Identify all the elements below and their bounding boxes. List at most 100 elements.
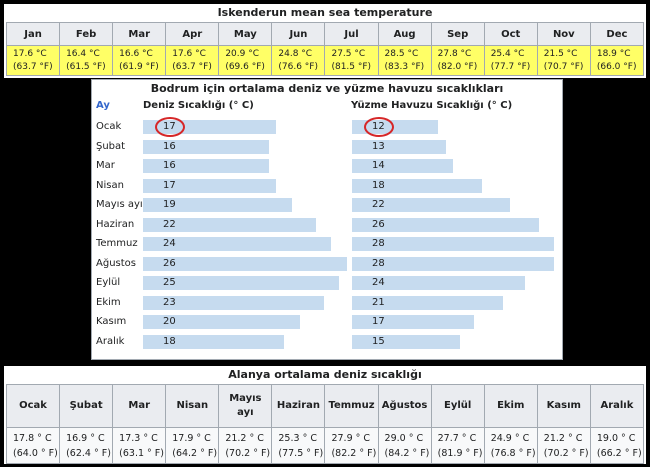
- sea-value: 24: [163, 238, 176, 249]
- month-header: Kasım: [536, 384, 591, 428]
- fahrenheit-value: (61.5 °F): [66, 61, 106, 72]
- fahrenheit-value: (77.5 ° F): [278, 447, 324, 459]
- pool-bar: [352, 178, 482, 193]
- month-header: Apr: [165, 22, 220, 46]
- temperature-cell: 27.9 ° C (82.2 ° F): [324, 427, 379, 464]
- alanya-value-row: 17.8 ° C (64.0 ° F) 16.9 ° C (62.4 ° F) 17.3…: [5, 427, 645, 464]
- iskenderun-table: Jan Feb Mar Apr May Jun Jul Aug Sep Oct Nov Dec 17.…: [5, 22, 645, 76]
- temperature-cell: 25.3 ° C (77.5 ° F): [271, 427, 326, 464]
- fahrenheit-value: (66.0 °F): [596, 61, 637, 72]
- sea-bar: [143, 256, 348, 271]
- alanya-panel: Alanya ortalama deniz sıcaklığı Ocak Şuba…: [4, 366, 646, 464]
- celsius-value: 16.9 ° C: [66, 432, 105, 444]
- celsius-value: 21.5 °C: [543, 48, 578, 59]
- celsius-value: 18.9 °C: [596, 48, 631, 59]
- month-header: Eylül: [430, 384, 485, 428]
- temperature-cell: 17.6 °C (63.7 °F): [165, 45, 220, 76]
- temperature-cell: 16.4 °C (61.5 °F): [59, 45, 114, 76]
- month-header: Oct: [483, 22, 538, 46]
- month-header: Jun: [271, 22, 326, 46]
- celsius-value: 17.8 ° C: [13, 432, 52, 444]
- month-header: Jan: [5, 22, 61, 46]
- celsius-value: 27.9 ° C: [331, 432, 371, 444]
- temperature-cell: 17.8 ° C (64.0 ° F): [5, 427, 61, 464]
- iskenderun-panel: Iskenderun mean sea temperature Jan Feb Ma…: [4, 4, 646, 78]
- pool-column-header: Yüzme Havuzu Sıcaklığı (° C): [351, 100, 513, 111]
- sea-value: 16: [163, 160, 176, 171]
- month-label: Haziran: [96, 218, 135, 230]
- fahrenheit-value: (76.8 ° F): [490, 447, 536, 459]
- sea-bar: [143, 237, 332, 251]
- fahrenheit-value: (63.1 ° F): [119, 447, 164, 459]
- month-label: Eylül: [96, 277, 121, 288]
- sea-value: 16: [163, 140, 176, 152]
- pool-value: 18: [372, 179, 385, 191]
- celsius-value: 24.8 °C: [278, 48, 313, 59]
- month-header: Mar: [112, 384, 167, 428]
- temperature-cell: 27.8 °C (82.0 °F): [430, 45, 485, 76]
- bodrum-title: Bodrum için ortalama deniz ve yüzme havu…: [150, 82, 504, 95]
- temperature-cell: 27.5 °C (81.5 °F): [324, 45, 379, 76]
- iskenderun-title: Iskenderun mean sea temperature: [217, 6, 433, 19]
- month-label: Ekim: [96, 296, 121, 308]
- temperature-cell: 16.6 °C (61.9 °F): [112, 45, 167, 76]
- sea-bar: [143, 178, 277, 193]
- celsius-value: 28.5 °C: [384, 48, 419, 59]
- month-header: Haziran: [271, 384, 326, 428]
- month-header: Ekim: [483, 384, 538, 428]
- pool-bar: [352, 256, 554, 271]
- month-label: Mayıs ayı: [96, 199, 143, 210]
- pool-bar: [352, 237, 554, 251]
- fahrenheit-value: (77.7 °F): [490, 61, 531, 72]
- month-header: Sep: [430, 22, 485, 46]
- fahrenheit-value: (84.2 ° F): [384, 447, 430, 459]
- celsius-value: 17.6 °C: [172, 48, 206, 59]
- sea-value: 26: [163, 257, 176, 269]
- celsius-value: 17.9 ° C: [172, 432, 211, 444]
- fahrenheit-value: (70.7 °F): [543, 61, 584, 72]
- month-header: Jul: [324, 22, 379, 46]
- month-header: Temmuz: [324, 384, 379, 428]
- month-header: Dec: [589, 22, 645, 46]
- celsius-value: 21.2 ° C: [543, 432, 583, 444]
- temperature-cell: 24.8 °C (76.6 °F): [271, 45, 326, 76]
- sea-bar: [143, 139, 269, 154]
- pool-value: 17: [372, 316, 385, 327]
- month-label: Kasım: [96, 316, 127, 327]
- celsius-value: 29.0 ° C: [384, 432, 424, 444]
- pool-value: 21: [372, 296, 385, 308]
- fahrenheit-value: (62.4 ° F): [66, 447, 111, 459]
- pool-bar: [352, 295, 504, 310]
- pool-value-circle: [364, 117, 394, 137]
- alanya-title: Alanya ortalama deniz sıcaklığı: [228, 368, 422, 381]
- celsius-value: 25.4 °C: [490, 48, 525, 59]
- sea-value: 20: [163, 316, 176, 327]
- pool-bar: [352, 159, 453, 173]
- fahrenheit-value: (81.5 °F): [331, 61, 372, 72]
- pool-value: 28: [372, 257, 385, 269]
- month-header: Mayıs ayı: [218, 384, 273, 428]
- sea-value: 23: [163, 296, 176, 308]
- month-label: Mar: [96, 160, 115, 171]
- celsius-value: 27.5 °C: [331, 48, 366, 59]
- sea-bar: [143, 315, 300, 329]
- celsius-value: 25.3 ° C: [278, 432, 317, 444]
- celsius-value: 24.9 ° C: [490, 432, 530, 444]
- month-label: Şubat: [96, 140, 126, 152]
- month-header: Nisan: [165, 384, 220, 428]
- celsius-value: 17.6 °C: [13, 48, 47, 59]
- fahrenheit-value: (82.0 °F): [437, 61, 478, 72]
- sea-value: 17: [163, 179, 176, 191]
- fahrenheit-value: (70.2 ° F): [225, 447, 271, 459]
- pool-value: 22: [372, 199, 385, 210]
- temperature-cell: 17.3 ° C (63.1 ° F): [112, 427, 167, 464]
- fahrenheit-value: (63.7 °F): [172, 61, 212, 72]
- alanya-table: Ocak Şubat Mar Nisan Mayıs ayı Haziran Temmuz A…: [5, 384, 645, 464]
- month-label: Nisan: [96, 179, 124, 191]
- sea-bar: [143, 295, 324, 310]
- temperature-cell: 20.9 °C (69.6 °F): [218, 45, 273, 76]
- celsius-value: 19.0 ° C: [596, 432, 636, 444]
- temperature-cell: 16.9 ° C (62.4 ° F): [59, 427, 114, 464]
- temperature-cell: 27.7 ° C (81.9 ° F): [430, 427, 485, 464]
- month-label: Ocak: [96, 121, 122, 132]
